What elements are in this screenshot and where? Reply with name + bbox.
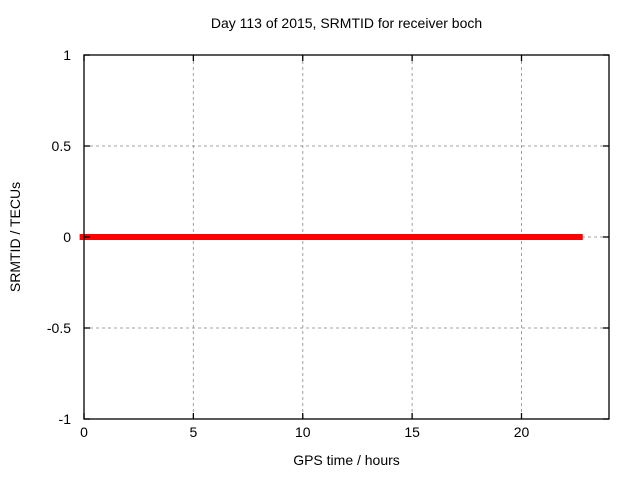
y-tick-label: -0.5 (47, 320, 71, 336)
x-tick-label: 10 (295, 424, 311, 440)
y-tick-label: 0.5 (52, 138, 72, 154)
x-tick-label: 0 (80, 424, 88, 440)
chart-title: Day 113 of 2015, SRMTID for receiver boc… (210, 15, 483, 31)
x-axis-label: GPS time / hours (293, 452, 400, 468)
x-tick-label: 20 (514, 424, 530, 440)
y-tick-label: -1 (59, 411, 72, 427)
y-tick-label: 1 (63, 47, 71, 63)
y-tick-label: 0 (63, 229, 71, 245)
x-tick-label: 15 (404, 424, 420, 440)
x-tick-label: 5 (189, 424, 197, 440)
